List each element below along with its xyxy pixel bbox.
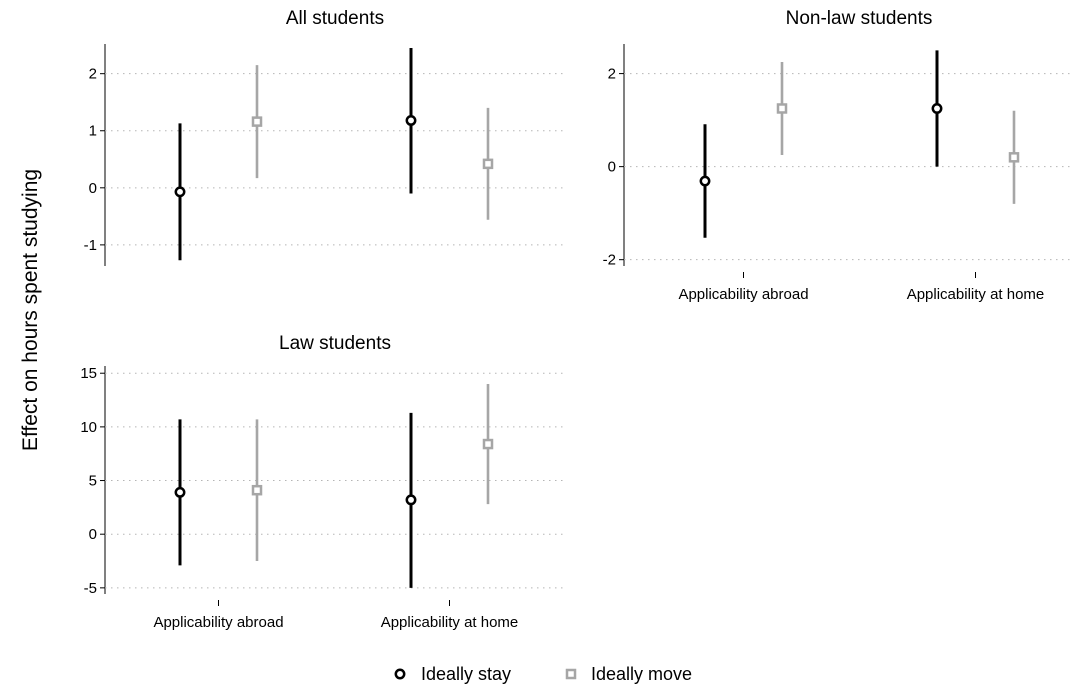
panel-title: Law students xyxy=(279,333,391,354)
x-tick-label: Applicability abroad xyxy=(153,614,283,631)
y-tick-label: 15 xyxy=(80,365,97,382)
point-estimate-move xyxy=(1008,152,1020,163)
point-estimate-move xyxy=(251,484,263,496)
y-tick-label: 2 xyxy=(89,66,97,83)
y-axis-label: Effect on hours spent studying xyxy=(19,169,42,451)
legend-label: Ideally stay xyxy=(421,664,511,684)
legend: Ideally stay Ideally move xyxy=(394,664,692,684)
point-estimate-move xyxy=(251,116,263,127)
x-tick-label: Applicability at home xyxy=(381,614,519,631)
y-tick-label: 0 xyxy=(89,180,97,197)
point-estimate-move xyxy=(482,438,494,450)
point-estimate-stay xyxy=(174,186,186,198)
legend-marker-move xyxy=(565,668,577,680)
chart-panel-3: Law students -5 0 5 10 15 Applicability abroad… xyxy=(80,333,565,631)
y-tick-label: -5 xyxy=(84,580,97,597)
panel-title: Non-law students xyxy=(786,8,933,29)
y-tick-label: 2 xyxy=(608,66,616,83)
y-tick-label: 0 xyxy=(608,159,616,176)
x-tick-label: Applicability abroad xyxy=(678,286,808,303)
panel-title: All students xyxy=(286,8,384,29)
point-estimate-stay xyxy=(931,103,943,114)
chart-panel-1: All students -1 0 1 2 xyxy=(84,8,565,266)
legend-marker-stay xyxy=(394,668,406,680)
legend-label: Ideally move xyxy=(591,664,692,684)
point-estimate-stay xyxy=(174,486,186,498)
point-estimate-move xyxy=(776,103,788,114)
point-estimate-move xyxy=(482,158,494,170)
point-estimate-stay xyxy=(405,115,417,126)
x-tick-label: Applicability at home xyxy=(907,286,1045,303)
point-estimate-stay xyxy=(699,175,711,187)
y-tick-label: -1 xyxy=(84,237,97,254)
y-tick-label: 10 xyxy=(80,419,97,436)
y-tick-label: 5 xyxy=(89,473,97,490)
point-estimate-stay xyxy=(405,494,417,506)
y-tick-label: -2 xyxy=(603,252,616,269)
y-tick-label: 1 xyxy=(89,123,97,140)
chart-panel-2: Non-law students -2 0 2 Applicability abroad… xyxy=(603,8,1070,303)
y-tick-label: 0 xyxy=(89,526,97,543)
